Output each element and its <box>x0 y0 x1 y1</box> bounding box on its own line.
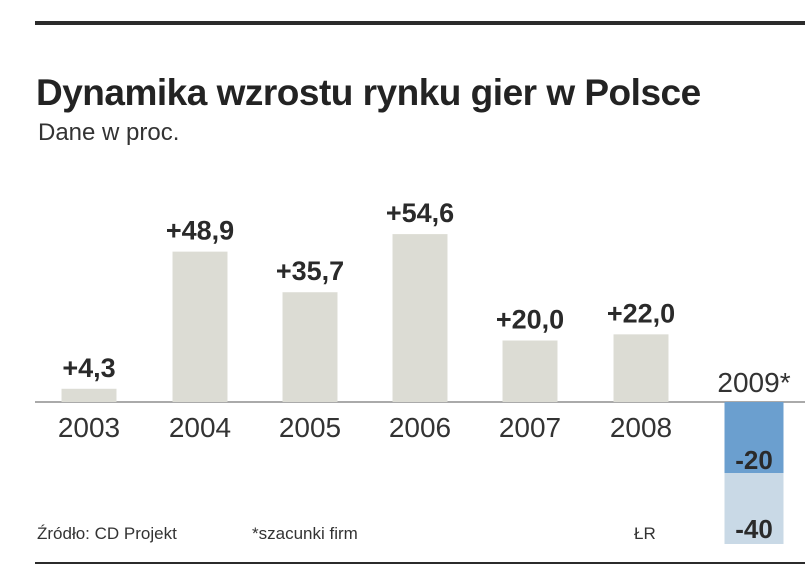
chart-subtitle: Dane w proc. <box>38 119 180 146</box>
estimate-bar-upper <box>724 402 784 473</box>
tick-label-2005: 2005 <box>279 412 341 443</box>
bar-2007 <box>502 340 558 402</box>
bottom-rule <box>35 562 805 564</box>
bar-2008 <box>613 334 669 402</box>
tick-label-2003: 2003 <box>58 412 120 443</box>
data-label-2003: +4,3 <box>62 353 115 383</box>
tick-label-2008: 2008 <box>610 412 672 443</box>
estimate-bar-lower <box>724 473 784 544</box>
data-label-2005: +35,7 <box>276 256 344 286</box>
source-note: Źródło: CD Projekt <box>37 524 177 543</box>
estimate-footnote: *szacunki firm <box>252 524 358 543</box>
estimate-label-minus-40: -40 <box>735 514 773 544</box>
estimate-label-minus-20: -20 <box>735 445 773 475</box>
bar-2004 <box>172 251 228 402</box>
bar-2003 <box>61 388 117 402</box>
tick-label-2006: 2006 <box>389 412 451 443</box>
tick-label-2009-estimate: 2009* <box>717 367 790 398</box>
tick-label-2007: 2007 <box>499 412 561 443</box>
data-label-2008: +22,0 <box>607 298 675 328</box>
top-rule <box>35 21 805 25</box>
tick-label-2004: 2004 <box>169 412 231 443</box>
data-label-2007: +20,0 <box>496 305 564 335</box>
data-label-2006: +54,6 <box>386 198 454 228</box>
bar-2005 <box>282 292 338 402</box>
author-credit: ŁR <box>634 524 656 543</box>
bar-2006 <box>392 234 448 402</box>
chart-title: Dynamika wzrostu rynku gier w Polsce <box>36 72 701 113</box>
data-label-2004: +48,9 <box>166 216 234 246</box>
